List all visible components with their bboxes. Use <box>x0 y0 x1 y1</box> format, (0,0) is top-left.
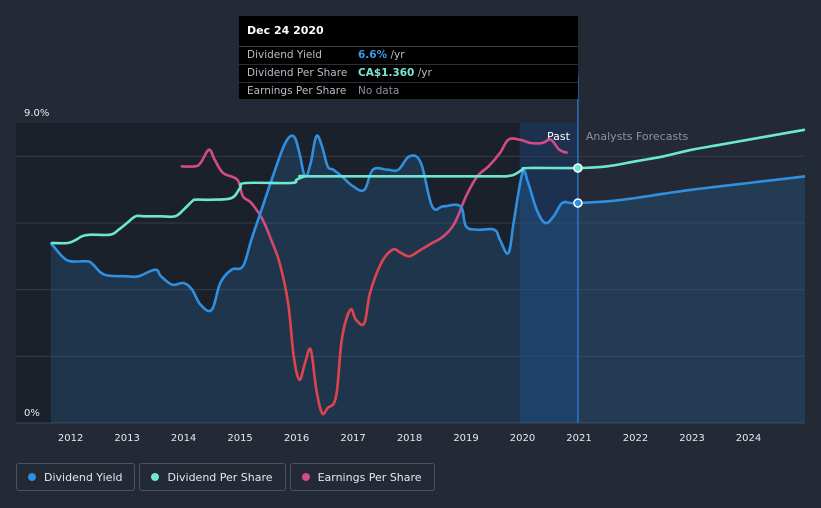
x-tick-label: 2019 <box>453 433 478 444</box>
legend-label: Dividend Per Share <box>167 470 273 484</box>
dividend-yield-marker <box>573 198 583 208</box>
earnings-per-share-line <box>180 137 569 416</box>
past-label: Past <box>547 130 571 143</box>
x-tick-label: 2024 <box>736 433 761 444</box>
y-tick-label-top: 9.0% <box>24 108 49 119</box>
x-tick-label: 2013 <box>114 433 139 444</box>
legend-dividend-yield[interactable]: Dividend Yield <box>16 463 136 491</box>
x-tick-label: 2017 <box>340 433 365 444</box>
tooltip-label: Dividend Per Share <box>247 67 348 79</box>
tooltip-label: Dividend Yield <box>247 49 322 61</box>
tooltip-value: CA$1.360 <box>358 67 415 79</box>
legend: Dividend Yield Dividend Per Share Earnin… <box>16 463 435 491</box>
tooltip: Dec 24 2020 Dividend Yield 6.6% /yr Divi… <box>239 16 578 99</box>
legend-earnings-per-share[interactable]: Earnings Per Share <box>289 463 435 491</box>
x-tick-label: 2016 <box>284 433 309 444</box>
tooltip-unit: /yr <box>414 67 432 79</box>
hover-band <box>519 123 578 423</box>
tooltip-value: No data <box>358 85 400 97</box>
legend-label: Dividend Yield <box>44 470 123 484</box>
tooltip-unit: /yr <box>387 49 405 61</box>
tooltip-value: 6.6% <box>358 49 388 61</box>
tooltip-row-dividend-yield: Dividend Yield 6.6% /yr <box>239 47 578 65</box>
x-tick-label: 2012 <box>58 433 83 444</box>
x-tick-label: 2022 <box>623 433 648 444</box>
dividend-per-share-line <box>50 128 806 245</box>
dividend-yield-area <box>50 135 806 424</box>
legend-dot-icon <box>151 473 160 481</box>
x-tick-label: 2020 <box>510 433 535 444</box>
tooltip-row-earnings-per-share: Earnings Per Share No data <box>239 83 578 100</box>
x-tick-label: 2015 <box>227 433 252 444</box>
x-tick-label: 2018 <box>397 433 422 444</box>
x-tick-label: 2021 <box>566 433 591 444</box>
x-tick-label: 2014 <box>171 433 196 444</box>
dividend-per-share-marker <box>573 163 583 173</box>
legend-dot-icon <box>28 473 36 481</box>
dividend-yield-line <box>49 134 806 313</box>
legend-dividend-per-share[interactable]: Dividend Per Share <box>139 463 286 491</box>
tooltip-row-dividend-per-share: Dividend Per Share CA$1.360 /yr <box>239 65 578 83</box>
tooltip-label: Earnings Per Share <box>247 85 347 97</box>
legend-label: Earnings Per Share <box>317 470 422 484</box>
y-tick-label-bottom: 0% <box>24 408 40 419</box>
tooltip-date: Dec 24 2020 <box>239 16 578 47</box>
forecast-label: Analysts Forecasts <box>586 130 689 143</box>
legend-dot-icon <box>301 473 310 481</box>
x-tick-label: 2023 <box>679 433 704 444</box>
